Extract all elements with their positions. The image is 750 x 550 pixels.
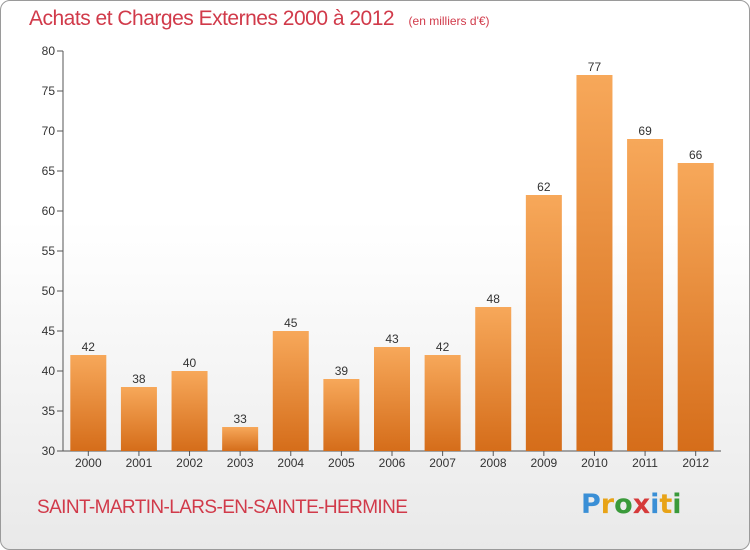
bar-2003	[222, 427, 259, 451]
x-tick-label: 2010	[581, 456, 608, 470]
bar-value-label: 48	[487, 292, 501, 306]
bar-2004	[272, 331, 309, 451]
x-tick-label: 2006	[379, 456, 406, 470]
y-tick-label: 75	[42, 84, 56, 98]
bar-value-label: 43	[385, 332, 399, 346]
x-tick-label: 2012	[682, 456, 709, 470]
x-tick-label: 2004	[277, 456, 304, 470]
y-tick-label: 40	[42, 364, 56, 378]
bar-2007	[424, 355, 461, 451]
logo-letter: x	[632, 489, 651, 520]
bar-value-label: 39	[335, 364, 349, 378]
logo-letter: o	[614, 489, 633, 520]
y-tick-label: 60	[42, 204, 56, 218]
bar-value-label: 40	[183, 356, 197, 370]
logo-letter: t	[659, 489, 673, 520]
commune-name: SAINT-MARTIN-LARS-EN-SAINTE-HERMINE	[37, 497, 408, 518]
x-tick-label: 2005	[328, 456, 355, 470]
bar-2005	[323, 379, 360, 451]
bar-2001	[120, 387, 157, 451]
bar-value-label: 42	[82, 340, 96, 354]
x-tick-label: 2011	[632, 456, 658, 470]
bar-2002	[171, 371, 208, 451]
bar-value-label: 69	[638, 124, 652, 138]
y-tick-label: 30	[42, 444, 56, 458]
logo-letter: i	[672, 489, 682, 520]
bar-value-label: 42	[436, 340, 450, 354]
bar-2011	[627, 139, 664, 451]
y-tick-label: 45	[42, 324, 56, 338]
bar-2012	[677, 163, 714, 451]
bar-2010	[576, 75, 613, 451]
bar-value-label: 45	[284, 316, 298, 330]
bar-2008	[475, 307, 512, 451]
bar-value-label: 38	[132, 372, 146, 386]
chart-subtitle: (en milliers d'€)	[408, 14, 490, 28]
y-tick-label: 70	[42, 124, 56, 138]
bar-2006	[374, 347, 410, 451]
logo-letter: i	[650, 489, 660, 520]
x-tick-label: 2008	[480, 456, 507, 470]
y-tick-label: 65	[42, 164, 56, 178]
x-tick-label: 2007	[429, 456, 456, 470]
logo-letter: r	[600, 489, 615, 520]
y-tick-label: 50	[42, 284, 56, 298]
x-tick-label: 2000	[75, 456, 102, 470]
chart-title: Achats et Charges Externes 2000 à 2012	[29, 7, 395, 30]
x-tick-label: 2001	[126, 456, 153, 470]
y-tick-label: 35	[42, 404, 56, 418]
proxiti-logo: Proxiti	[581, 489, 682, 520]
x-tick-label: 2009	[530, 456, 557, 470]
logo-letter: P	[581, 489, 601, 520]
bar-2009	[525, 195, 562, 451]
bar-value-label: 66	[689, 148, 703, 162]
bar-value-label: 33	[233, 412, 247, 426]
bar-value-label: 77	[588, 60, 602, 74]
y-tick-label: 55	[42, 244, 56, 258]
y-tick-label: 80	[42, 44, 56, 58]
chart-title-block: Achats et Charges Externes 2000 à 2012 (…	[29, 7, 490, 31]
bar-2000	[70, 355, 107, 451]
bar-value-label: 62	[537, 180, 551, 194]
x-tick-label: 2002	[176, 456, 203, 470]
x-tick-label: 2003	[227, 456, 254, 470]
